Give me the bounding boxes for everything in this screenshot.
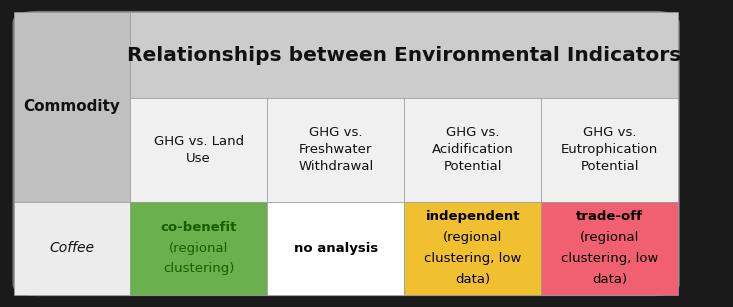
Text: Commodity: Commodity [23,99,120,115]
Text: trade-off: trade-off [576,210,644,223]
Text: clustering, low: clustering, low [424,252,521,265]
Text: clustering, low: clustering, low [561,252,658,265]
Bar [14,201,130,295]
Bar [14,12,130,201]
Text: (regional: (regional [169,242,229,255]
Text: data): data) [592,273,627,286]
Text: independent: independent [426,210,520,223]
Text: (regional: (regional [443,231,502,244]
Bar [268,99,404,201]
Bar [541,201,678,295]
Bar [130,99,268,201]
Text: GHG vs. Land
Use: GHG vs. Land Use [154,135,243,165]
Text: Relationships between Environmental Indicators: Relationships between Environmental Indi… [127,46,682,65]
Text: GHG vs.
Acidification
Potential: GHG vs. Acidification Potential [432,126,514,173]
Text: co-benefit: co-benefit [161,221,237,234]
Bar [404,99,541,201]
Bar [130,201,268,295]
Text: data): data) [455,273,490,286]
Bar [268,201,404,295]
Bar [404,201,541,295]
FancyBboxPatch shape [14,12,678,295]
Text: no analysis: no analysis [294,242,377,255]
Text: (regional: (regional [580,231,639,244]
Bar [130,12,678,99]
Text: Coffee: Coffee [50,241,95,255]
Bar [541,99,678,201]
Text: clustering): clustering) [163,262,235,275]
Text: GHG vs.
Freshwater
Withdrawal: GHG vs. Freshwater Withdrawal [298,126,373,173]
Text: GHG vs.
Eutrophication
Potential: GHG vs. Eutrophication Potential [561,126,658,173]
